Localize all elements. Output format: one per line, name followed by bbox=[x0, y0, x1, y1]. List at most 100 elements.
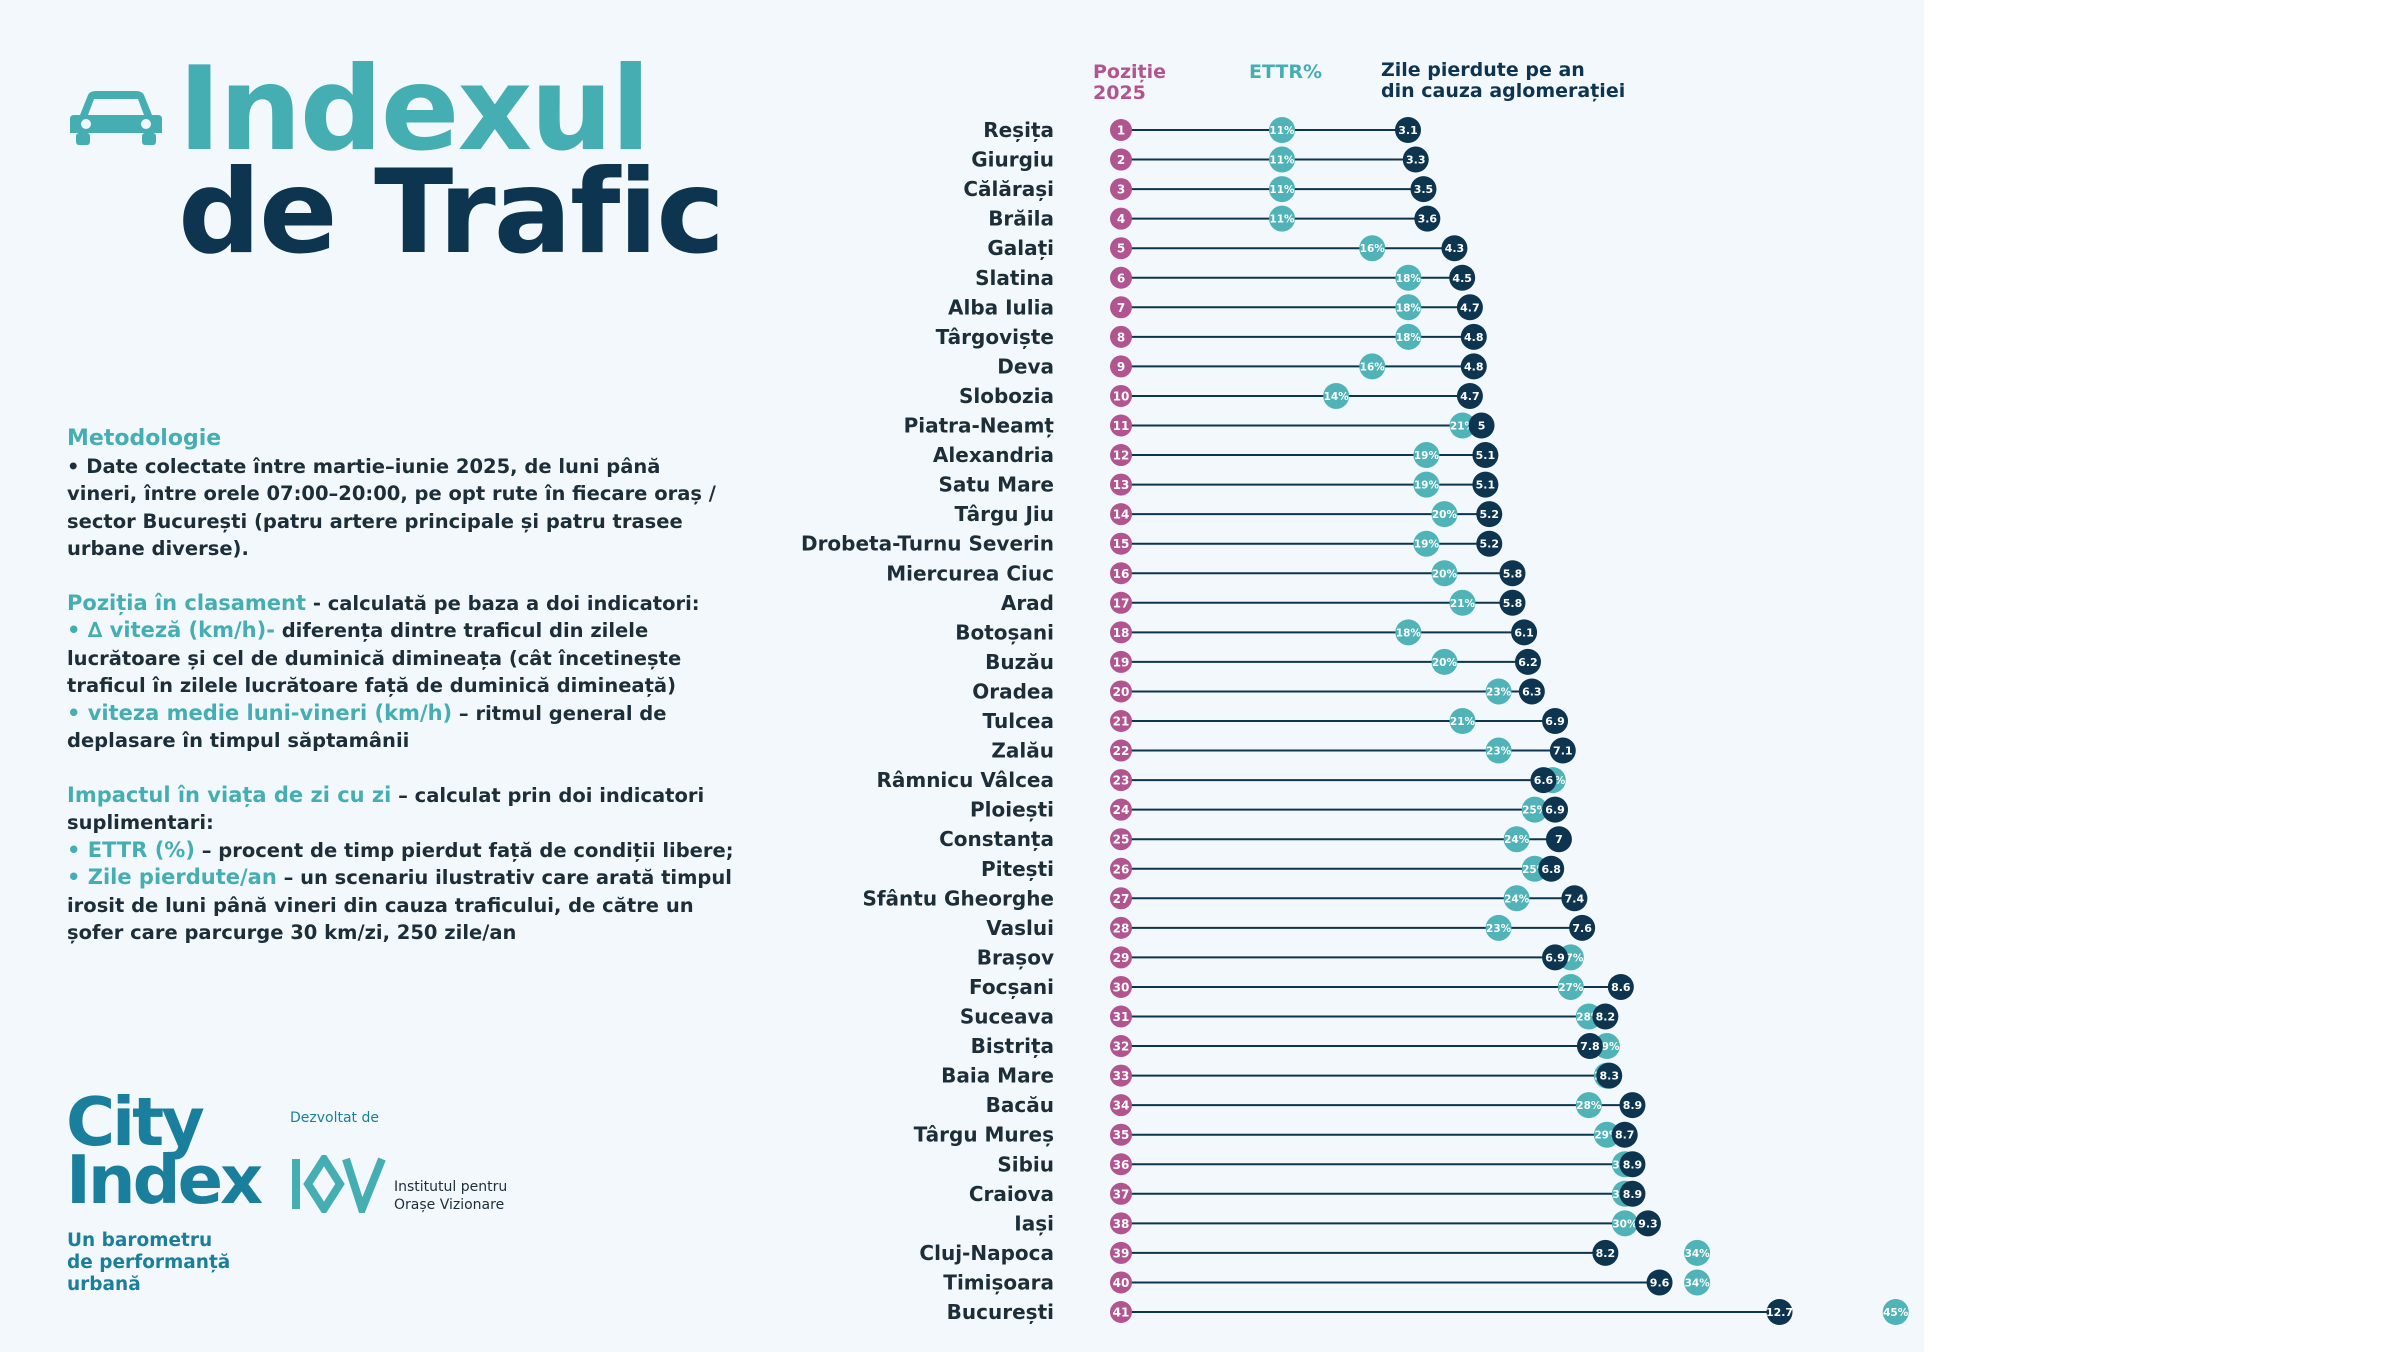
city-label: Alba Iulia bbox=[948, 295, 1054, 319]
days-dot bbox=[1619, 1092, 1646, 1119]
ettr-dot bbox=[1575, 1092, 1602, 1119]
ettr-label: 27% bbox=[1558, 982, 1584, 994]
days-dot bbox=[1542, 796, 1569, 823]
days-dot bbox=[1414, 205, 1441, 232]
rank-dot bbox=[1110, 503, 1132, 526]
rank-label: 25 bbox=[1113, 833, 1130, 847]
rank-dot bbox=[1110, 916, 1132, 939]
rank-dot bbox=[1110, 946, 1132, 969]
days-dot bbox=[1538, 855, 1565, 882]
city-label: Călărași bbox=[963, 177, 1054, 201]
rank-label: 38 bbox=[1113, 1217, 1130, 1231]
rank-label: 33 bbox=[1113, 1069, 1130, 1083]
rank-dot bbox=[1110, 1094, 1132, 1117]
days-dot bbox=[1460, 353, 1487, 380]
speed-title: • ∆ viteză (km/h)- bbox=[67, 618, 275, 642]
days-dot bbox=[1449, 264, 1476, 291]
days-label: 8.9 bbox=[1623, 1099, 1643, 1112]
rank-label: 17 bbox=[1113, 596, 1130, 610]
rank-dot bbox=[1110, 857, 1132, 880]
days-column-header: Zile pierdute pe an din cauza aglomerați… bbox=[1381, 60, 1625, 102]
city-label: Târgoviște bbox=[936, 325, 1054, 349]
days-label: 5.2 bbox=[1480, 538, 1500, 551]
city-label: Galați bbox=[987, 236, 1054, 260]
rank-label: 30 bbox=[1113, 980, 1130, 994]
days-label: 3.6 bbox=[1418, 213, 1438, 226]
rank-dot bbox=[1110, 1241, 1132, 1264]
city-label: Slobozia bbox=[959, 384, 1054, 408]
rank-label: 39 bbox=[1113, 1246, 1130, 1260]
ranking-title: Poziția în clasament bbox=[67, 590, 307, 615]
rank-dot bbox=[1110, 975, 1132, 998]
ettr-label: 18% bbox=[1396, 627, 1422, 639]
days-label: 3.3 bbox=[1406, 154, 1426, 167]
rank-dot bbox=[1110, 769, 1132, 792]
ettr-label: 23% bbox=[1486, 923, 1512, 935]
ettr-title: • ETTR (%) bbox=[67, 837, 195, 862]
iov-logo-text: Institutul pentru Orașe Vizionare bbox=[394, 1178, 507, 1214]
rank-dot bbox=[1110, 1035, 1132, 1058]
city-label: Slatina bbox=[975, 266, 1054, 290]
days-label: 8.2 bbox=[1596, 1247, 1616, 1260]
days-dot bbox=[1542, 708, 1569, 734]
tagline-line-1: Un barometru bbox=[67, 1230, 213, 1251]
city-label: Miercurea Ciuc bbox=[886, 561, 1054, 585]
car-icon bbox=[70, 91, 162, 145]
days-dot bbox=[1499, 560, 1526, 587]
rank-label: 10 bbox=[1113, 389, 1130, 403]
days-label: 4.8 bbox=[1464, 331, 1484, 344]
ettr-column-header: ETTR% bbox=[1249, 61, 1323, 83]
methodology-intro: • Date colectate între martie–iunie 2025… bbox=[67, 454, 716, 561]
rank-label: 12 bbox=[1113, 449, 1130, 463]
ettr-label: 18% bbox=[1396, 273, 1422, 285]
city-label: Tulcea bbox=[983, 709, 1054, 733]
ettr-dot bbox=[1431, 648, 1458, 675]
ettr-label: 19% bbox=[1414, 450, 1440, 462]
rank-dot bbox=[1110, 591, 1132, 614]
ettr-dot bbox=[1503, 885, 1530, 912]
ettr-dot bbox=[1684, 1269, 1711, 1296]
ettr-label: 19% bbox=[1414, 539, 1440, 551]
days-dot bbox=[1596, 1062, 1623, 1089]
city-label: Ploiești bbox=[970, 798, 1054, 822]
ettr-label: 18% bbox=[1396, 302, 1422, 314]
ettr-label: 24% bbox=[1504, 834, 1530, 846]
city-label: Reșița bbox=[983, 118, 1054, 142]
days-dot bbox=[1460, 323, 1487, 350]
ettr-dot bbox=[1269, 117, 1295, 143]
days-dot bbox=[1619, 1151, 1646, 1178]
ettr-label: 11% bbox=[1269, 214, 1295, 226]
ettr-label: 23% bbox=[1486, 746, 1512, 758]
days-dot bbox=[1542, 944, 1569, 971]
methodology-section: Metodologie • Date colectate între marti… bbox=[67, 425, 737, 947]
days-dot bbox=[1766, 1299, 1793, 1325]
rank-label: 6 bbox=[1117, 271, 1125, 285]
days-dot bbox=[1395, 117, 1421, 143]
ettr-dot bbox=[1395, 323, 1422, 350]
rank-dot bbox=[1110, 680, 1132, 703]
city-label: Constanța bbox=[939, 827, 1054, 851]
rank-dot bbox=[1110, 1064, 1132, 1087]
rank-label: 14 bbox=[1113, 508, 1130, 522]
rank-dot bbox=[1110, 325, 1132, 348]
days-label: 6.3 bbox=[1522, 685, 1542, 698]
ettr-dot bbox=[1431, 501, 1458, 528]
iov-line-2: Orașe Vizionare bbox=[394, 1197, 505, 1213]
ettr-dot bbox=[1269, 205, 1295, 232]
ettr-label: 11% bbox=[1269, 155, 1295, 167]
rank-dot bbox=[1110, 119, 1132, 141]
city-label: Cluj-Napoca bbox=[919, 1241, 1054, 1265]
days-label: 5.8 bbox=[1503, 567, 1523, 580]
rank-label: 7 bbox=[1117, 301, 1125, 315]
days-dot bbox=[1472, 442, 1499, 469]
rank-dot bbox=[1110, 237, 1132, 260]
ettr-label: 21% bbox=[1450, 716, 1476, 728]
days-dot bbox=[1530, 767, 1557, 794]
rank-dot bbox=[1110, 532, 1132, 555]
city-label: Iași bbox=[1014, 1211, 1054, 1235]
city-logo-line-1: City bbox=[66, 1083, 205, 1161]
ettr-label: 28% bbox=[1576, 1100, 1602, 1112]
rank-dot bbox=[1110, 828, 1132, 851]
city-label: Focșani bbox=[969, 975, 1054, 999]
